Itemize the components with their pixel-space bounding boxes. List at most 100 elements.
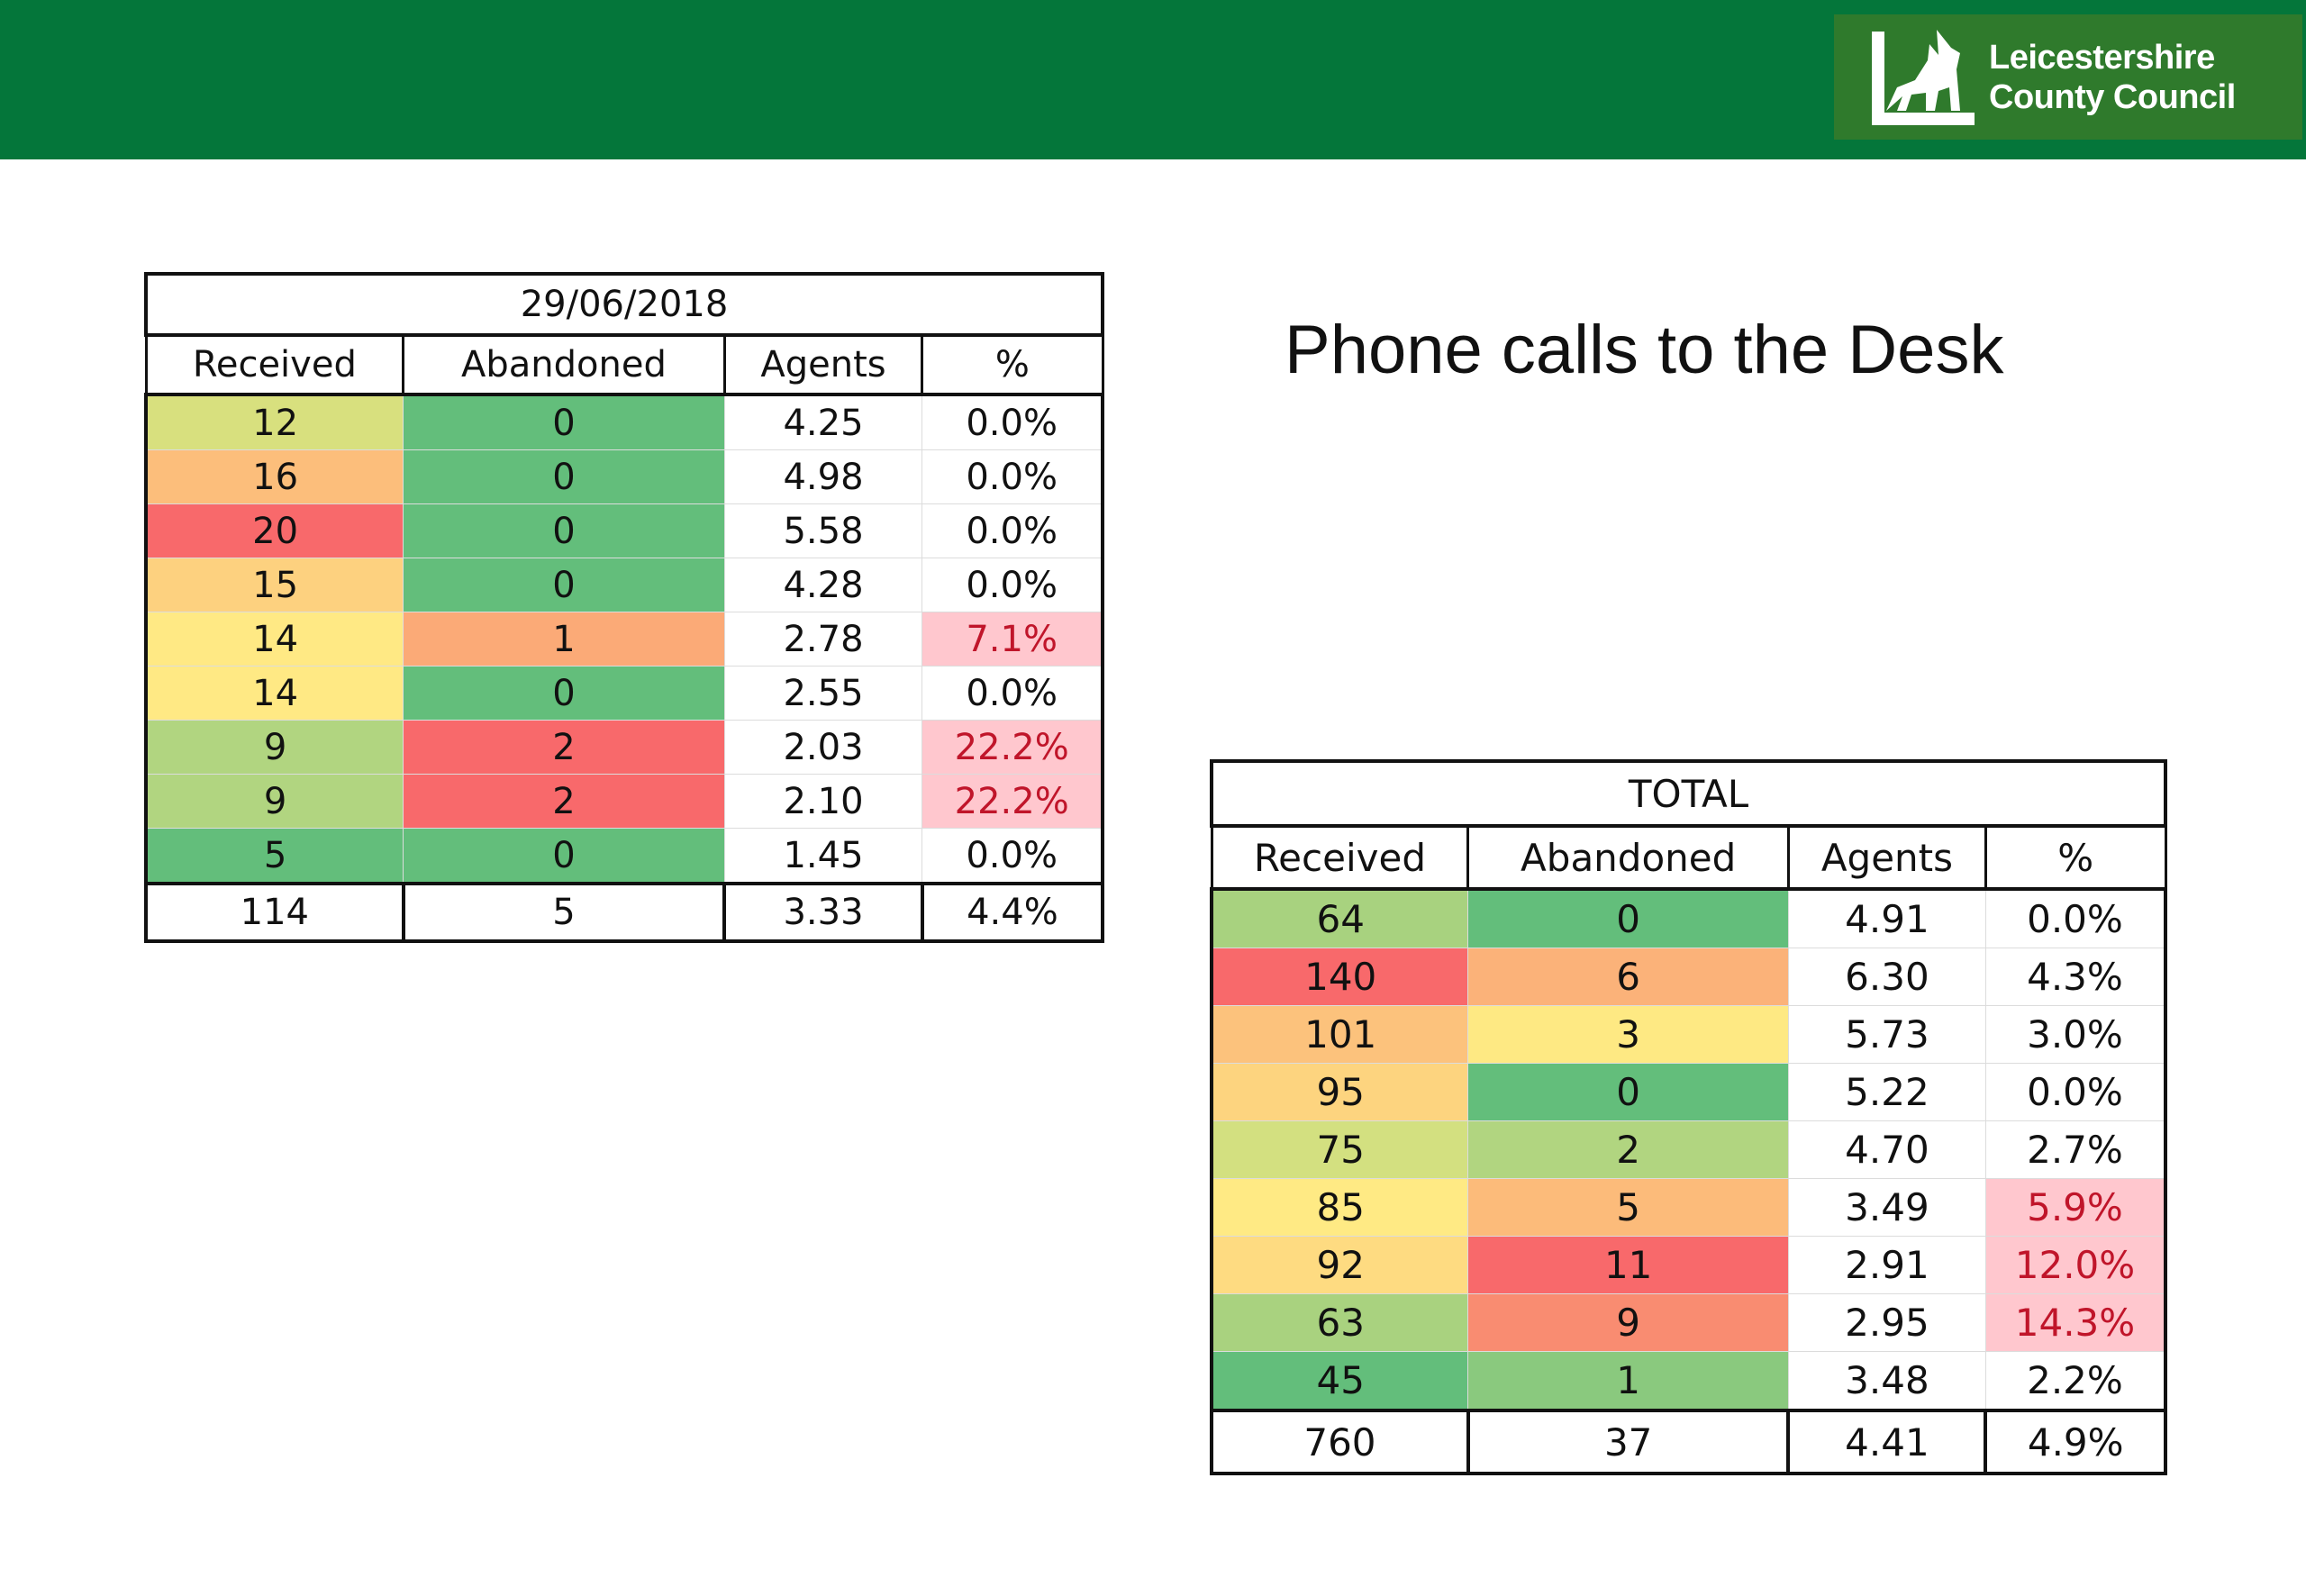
cell-received: 95 bbox=[1210, 1063, 1469, 1121]
total-row: 760 37 4.41 4.9% bbox=[1210, 1409, 2167, 1475]
cell-received: 101 bbox=[1210, 1005, 1469, 1064]
table-row: 140 6 6.30 4.3% bbox=[1210, 948, 2167, 1006]
cell-received: 85 bbox=[1210, 1178, 1469, 1237]
cell-percent: 12.0% bbox=[1984, 1236, 2167, 1294]
table-row: 45 1 3.48 2.2% bbox=[1210, 1351, 2167, 1411]
cell-percent: 0.0% bbox=[921, 558, 1105, 612]
total-cell-abandoned: 37 bbox=[1466, 1409, 1791, 1475]
cell-received: 14 bbox=[144, 612, 404, 667]
cell-agents: 4.70 bbox=[1787, 1120, 1986, 1179]
table-row: 95 0 5.22 0.0% bbox=[1210, 1063, 2167, 1121]
table-row: 15 0 4.28 0.0% bbox=[144, 558, 1105, 612]
cell-percent: 7.1% bbox=[921, 612, 1105, 667]
cell-agents: 3.48 bbox=[1787, 1351, 1986, 1411]
cell-abandoned: 9 bbox=[1467, 1293, 1789, 1352]
table-row: 14 0 2.55 0.0% bbox=[144, 666, 1105, 721]
cell-percent: 2.7% bbox=[1984, 1120, 2167, 1179]
logo-line-2: County Council bbox=[1989, 77, 2236, 116]
cell-received: 92 bbox=[1210, 1236, 1469, 1294]
cell-abandoned: 0 bbox=[1467, 888, 1789, 948]
cell-received: 9 bbox=[144, 720, 404, 775]
cell-received: 15 bbox=[144, 558, 404, 612]
header-banner: Leicestershire County Council bbox=[0, 0, 2306, 159]
cell-percent: 0.0% bbox=[921, 666, 1105, 721]
cell-percent: 0.0% bbox=[921, 503, 1105, 558]
column-header-received: Received bbox=[144, 333, 405, 396]
column-header-percent: % bbox=[921, 333, 1104, 396]
logo-line-1: Leicestershire bbox=[1989, 38, 2215, 77]
cell-abandoned: 6 bbox=[1467, 948, 1789, 1006]
total-cell-received: 114 bbox=[144, 882, 405, 943]
cell-agents: 4.25 bbox=[723, 394, 923, 450]
cell-abandoned: 1 bbox=[403, 612, 725, 667]
cell-abandoned: 0 bbox=[403, 828, 725, 884]
cell-agents: 3.49 bbox=[1787, 1178, 1986, 1237]
fox-logo-icon bbox=[1872, 29, 1975, 125]
cell-percent: 14.3% bbox=[1984, 1293, 2167, 1352]
cell-agents: 2.78 bbox=[723, 612, 923, 667]
cell-percent: 0.0% bbox=[921, 394, 1105, 450]
cell-received: 12 bbox=[144, 394, 404, 450]
cell-abandoned: 2 bbox=[1467, 1120, 1789, 1179]
cell-agents: 1.45 bbox=[723, 828, 923, 884]
total-cell-percent: 4.4% bbox=[920, 882, 1105, 943]
table-row: 5 0 1.45 0.0% bbox=[144, 828, 1105, 884]
total-row: 114 5 3.33 4.4% bbox=[144, 882, 1105, 943]
cell-agents: 4.28 bbox=[723, 558, 923, 612]
column-header-abandoned: Abandoned bbox=[1466, 824, 1790, 891]
total-cell-agents: 3.33 bbox=[722, 882, 924, 943]
table-body: 12 0 4.25 0.0% 16 0 4.98 0.0% 20 0 5.58 0.0% 15 0 4.28… bbox=[144, 394, 1105, 943]
total-cell-received: 760 bbox=[1210, 1409, 1470, 1475]
table-row: 85 5 3.49 5.9% bbox=[1210, 1178, 2167, 1237]
table-row: 12 0 4.25 0.0% bbox=[144, 394, 1105, 450]
column-header-agents: Agents bbox=[722, 333, 924, 396]
cell-agents: 2.95 bbox=[1787, 1293, 1986, 1352]
daily-calls-table: 29/06/2018 Received Abandoned Agents % 1… bbox=[144, 272, 1105, 943]
column-header-percent: % bbox=[1984, 824, 2167, 891]
cell-agents: 6.30 bbox=[1787, 948, 1986, 1006]
table-body: 64 0 4.91 0.0% 140 6 6.30 4.3% 101 3 5.73 3.0% 95 0 5.… bbox=[1210, 888, 2167, 1475]
cell-percent: 0.0% bbox=[921, 828, 1105, 884]
council-name: Leicestershire County Council bbox=[1989, 38, 2236, 117]
total-calls-table: TOTAL Received Abandoned Agents % 64 0 4.9… bbox=[1210, 759, 2167, 1475]
cell-received: 45 bbox=[1210, 1351, 1469, 1411]
cell-received: 20 bbox=[144, 503, 404, 558]
cell-abandoned: 0 bbox=[403, 558, 725, 612]
total-cell-abandoned: 5 bbox=[401, 882, 727, 943]
cell-percent: 2.2% bbox=[1984, 1351, 2167, 1411]
table-row: 63 9 2.95 14.3% bbox=[1210, 1293, 2167, 1352]
cell-abandoned: 2 bbox=[403, 774, 725, 829]
table-row: 64 0 4.91 0.0% bbox=[1210, 888, 2167, 948]
cell-abandoned: 0 bbox=[403, 449, 725, 504]
slide-title: Phone calls to the Desk bbox=[1285, 312, 2004, 388]
column-header-received: Received bbox=[1210, 824, 1470, 891]
cell-abandoned: 3 bbox=[1467, 1005, 1789, 1064]
cell-received: 64 bbox=[1210, 888, 1469, 948]
cell-agents: 5.73 bbox=[1787, 1005, 1986, 1064]
cell-received: 140 bbox=[1210, 948, 1469, 1006]
cell-percent: 22.2% bbox=[921, 720, 1105, 775]
table-row: 16 0 4.98 0.0% bbox=[144, 449, 1105, 504]
cell-agents: 2.91 bbox=[1787, 1236, 1986, 1294]
table-row: 20 0 5.58 0.0% bbox=[144, 503, 1105, 558]
cell-percent: 4.3% bbox=[1984, 948, 2167, 1006]
column-header-abandoned: Abandoned bbox=[402, 333, 726, 396]
cell-abandoned: 11 bbox=[1467, 1236, 1789, 1294]
council-logo: Leicestershire County Council bbox=[1834, 14, 2302, 140]
table-row: 101 3 5.73 3.0% bbox=[1210, 1005, 2167, 1064]
table-row: 14 1 2.78 7.1% bbox=[144, 612, 1105, 667]
cell-percent: 5.9% bbox=[1984, 1178, 2167, 1237]
cell-received: 14 bbox=[144, 666, 404, 721]
cell-agents: 4.98 bbox=[723, 449, 923, 504]
cell-received: 5 bbox=[144, 828, 404, 884]
cell-percent: 22.2% bbox=[921, 774, 1105, 829]
cell-abandoned: 0 bbox=[403, 394, 725, 450]
table-row: 9 2 2.10 22.2% bbox=[144, 774, 1105, 829]
cell-received: 63 bbox=[1210, 1293, 1469, 1352]
table-row: 92 11 2.91 12.0% bbox=[1210, 1236, 2167, 1294]
total-cell-agents: 4.41 bbox=[1786, 1409, 1988, 1475]
cell-agents: 4.91 bbox=[1787, 888, 1986, 948]
cell-received: 75 bbox=[1210, 1120, 1469, 1179]
cell-abandoned: 1 bbox=[1467, 1351, 1789, 1411]
cell-abandoned: 0 bbox=[1467, 1063, 1789, 1121]
